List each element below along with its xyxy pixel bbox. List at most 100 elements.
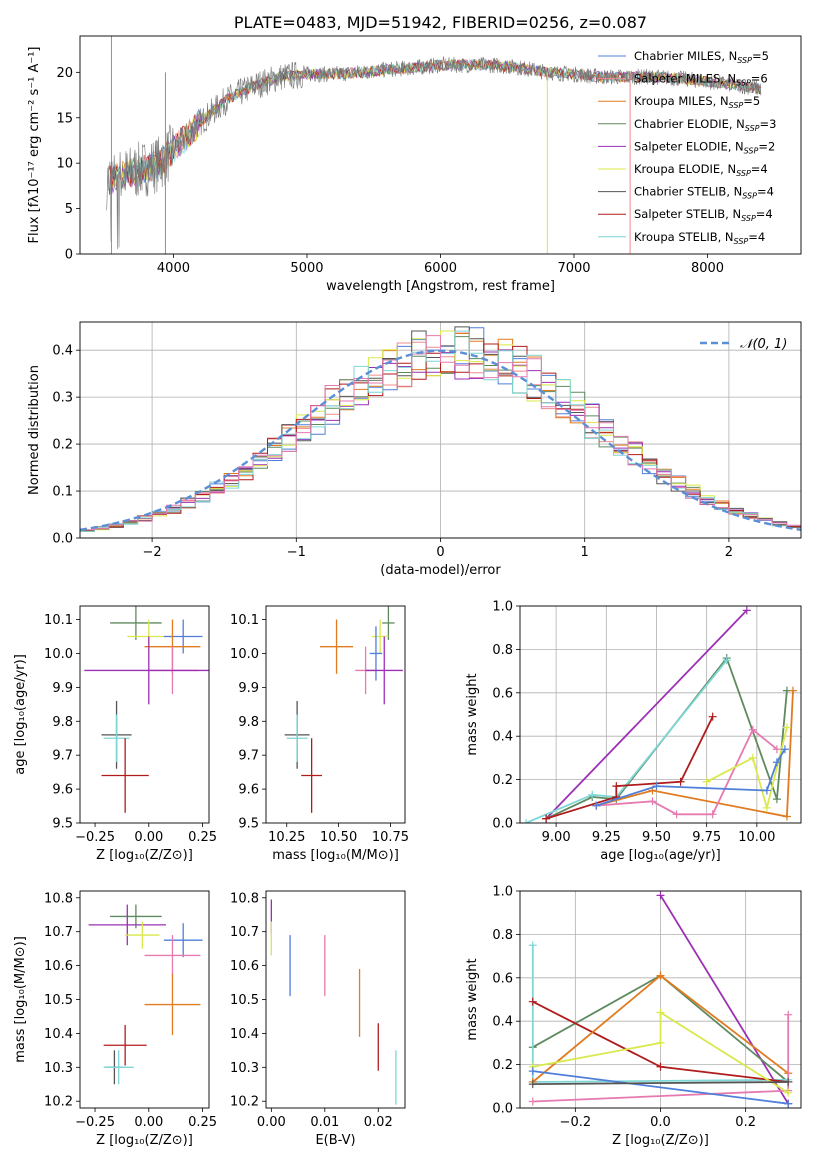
tick-label-y: 10.2 (44, 1095, 73, 1110)
legend-subscript: SSP (737, 56, 752, 65)
tick-label-x: 7000 (557, 261, 590, 276)
tick-label-x: 0.25 (188, 1115, 217, 1130)
tick-label-y: 15 (56, 111, 73, 126)
legend-text: Kroupa ELODIE, N (634, 162, 736, 176)
tick-label-x: 1 (581, 545, 589, 560)
weight-point-marker (772, 745, 781, 754)
tick-label-y: 10.8 (230, 891, 259, 906)
legend-text: Kroupa MILES, N (634, 94, 729, 108)
tick-label-x: 10.25 (268, 830, 305, 845)
legend-label: Salpeter STELIB, NSSP=4 (634, 207, 773, 223)
tick-label-x: 9.75 (692, 830, 721, 845)
y-axis-label: age [log₁₀(age/yr)] (13, 654, 28, 775)
weight-series-line (532, 1081, 789, 1085)
tick-label-y: 0.4 (52, 344, 73, 359)
tick-label-y: 0.2 (52, 438, 73, 453)
panel-weight_vs_Z: −0.2 0.0 0.2 0.0 0.2 0.4 0.6 0.8 1.0 Z [log₁₀(Z/Z… (465, 885, 802, 1148)
weight-point-marker (780, 745, 789, 754)
tick-label-x: 0.25 (188, 830, 217, 845)
tick-label-y: 9.7 (52, 749, 73, 764)
y-axis-label: Normed distribution (27, 365, 42, 495)
tick-label-x: 9.25 (592, 830, 621, 845)
weight-point-marker (652, 782, 661, 791)
legend-label: Salpeter MILES, NSSP=6 (634, 72, 768, 88)
tick-label-y: 0.1 (52, 485, 73, 500)
tick-label-x: 0.02 (364, 1115, 393, 1130)
x-axis-label: age [log₁₀(age/yr)] (600, 848, 721, 863)
tick-label-x: 6000 (424, 261, 457, 276)
legend-subscript: SSP (729, 101, 744, 110)
legend-tail: =4 (751, 162, 768, 176)
weight-series-line (545, 656, 788, 820)
tick-label-y: 0.4 (492, 1015, 513, 1030)
legend-label: Salpeter ELODIE, NSSP=2 (634, 139, 775, 155)
weight-point-marker (772, 758, 781, 767)
data-spectrum-line (106, 55, 762, 250)
plot-area (270, 899, 397, 1105)
tick-label-y: 10.5 (44, 993, 73, 1008)
tick-label-y: 10.6 (230, 959, 259, 974)
tick-label-y: 0.6 (492, 971, 513, 986)
weight-point-marker (742, 606, 751, 615)
tick-label-y: 10.7 (230, 925, 259, 940)
weight-point-marker (676, 777, 685, 786)
x-axis-label: Z [log₁₀(Z/Z⊙)] (96, 848, 193, 863)
weight-point-marker (772, 795, 781, 804)
panel-mass_vs_ebv: 0.00 0.01 0.02 10.2 10.3 10.4 10.5 10.6 10.7 10.8… (230, 890, 406, 1148)
weight-point-marker (762, 786, 771, 795)
tick-label-y: 10.0 (230, 647, 259, 662)
weight-point-marker (528, 1067, 537, 1076)
frame: −0.2 0.0 0.2 0.0 0.2 0.4 0.6 0.8 1.0 Z [log₁₀(Z/Z… (465, 885, 802, 1148)
weight-point-marker (528, 997, 537, 1006)
tick-label-y: 9.8 (238, 715, 259, 730)
axes-frame (79, 321, 802, 539)
plot-area (84, 606, 209, 813)
weight-point-marker (788, 686, 797, 695)
tick-label-y: 9.7 (238, 749, 259, 764)
legend-text: Chabrier ELODIE, N (634, 117, 745, 131)
legend-tail: =4 (748, 230, 765, 244)
tick-label-y: 9.5 (52, 817, 73, 832)
tick-label-y: 9.8 (52, 715, 73, 730)
axes-frame (79, 605, 210, 824)
weight-point-marker (748, 753, 757, 762)
y-axis-label: mass weight (465, 958, 480, 1040)
tick-label-y: 5 (65, 202, 73, 217)
tick-label-x: −0.25 (75, 830, 115, 845)
tick-label-x: −2 (143, 545, 162, 560)
chart-title: PLATE=0483, MJD=51942, FIBERID=0256, z=0… (234, 13, 647, 32)
tick-label-y: 0.0 (492, 817, 513, 832)
weight-point-marker (528, 1080, 537, 1089)
weight-point-marker (708, 712, 717, 721)
weight-point-marker (656, 1008, 665, 1017)
weight-point-marker (656, 971, 665, 980)
tick-label-y: 0.0 (492, 1102, 513, 1117)
weight-point-marker (722, 656, 731, 665)
weight-point-marker (708, 810, 717, 819)
weight-point-marker (542, 814, 551, 823)
tick-label-y: 10.5 (230, 993, 259, 1008)
tick-label-y: 10.3 (44, 1061, 73, 1076)
legend-label: Kroupa STELIB, NSSP=4 (634, 230, 765, 246)
plot-area (88, 904, 203, 1085)
legend-text: Salpeter ELODIE, N (634, 139, 744, 153)
tick-label-x: 9.50 (642, 830, 671, 845)
weight-point-marker (784, 1010, 793, 1019)
weight-point-marker (588, 790, 597, 799)
weight-point-marker (648, 797, 657, 806)
tick-label-y: 0.2 (492, 1058, 513, 1073)
legend-text: Chabrier MILES, N (634, 49, 737, 63)
tick-label-x: 4000 (157, 261, 190, 276)
weight-series-line (596, 690, 794, 818)
x-axis-label: Z [log₁₀(Z/Z⊙)] (612, 1133, 709, 1148)
weight-point-marker (656, 891, 665, 900)
legend-tail: =2 (758, 139, 775, 153)
frame: 10.25 10.50 10.75 9.5 9.6 9.7 9.8 9.9 10.0 10.1 ma… (230, 605, 409, 863)
panel-mass_vs_Z: −0.25 0.00 0.25 10.2 10.3 10.4 10.5 10.6 10.7 10.… (13, 890, 217, 1148)
legend-tail: =5 (743, 94, 760, 108)
legend-subscript: SSP (745, 124, 760, 133)
legend-subscript: SSP (734, 237, 749, 246)
tick-label-y: 20 (56, 66, 73, 81)
tick-label-y: 0.6 (492, 686, 513, 701)
y-axis-label: Flux [fλ10⁻¹⁷ erg cm⁻² s⁻¹ A⁻¹] (27, 47, 42, 244)
